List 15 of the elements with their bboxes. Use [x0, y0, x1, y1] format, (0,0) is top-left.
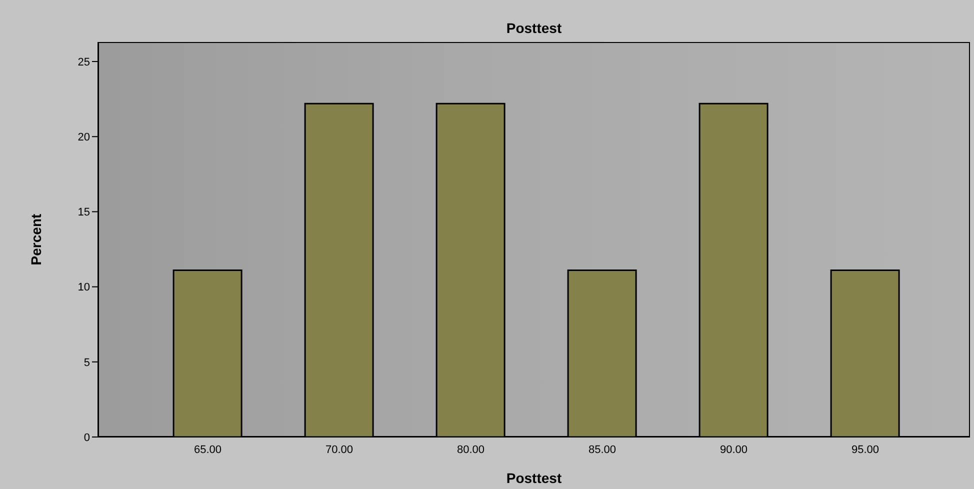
y-axis-title: Percent	[28, 213, 44, 266]
y-tick-label: 0	[84, 432, 90, 444]
y-tick-label: 15	[78, 206, 90, 219]
x-tick-label: 85.00	[588, 444, 616, 456]
x-tick-label: 90.00	[720, 444, 748, 456]
x-tick-label: 65.00	[194, 444, 222, 456]
y-tick-label: 20	[78, 132, 90, 144]
y-tick-label: 25	[78, 56, 90, 68]
y-tick-label: 5	[84, 356, 90, 369]
x-axis-title: Posttest	[506, 470, 562, 486]
x-tick-label: 80.00	[456, 444, 485, 456]
y-tick-label: 10	[78, 282, 90, 294]
x-tick-label: 70.00	[325, 444, 354, 456]
chart-title: Posttest	[505, 20, 563, 36]
x-tick-label: 95.00	[851, 444, 880, 456]
